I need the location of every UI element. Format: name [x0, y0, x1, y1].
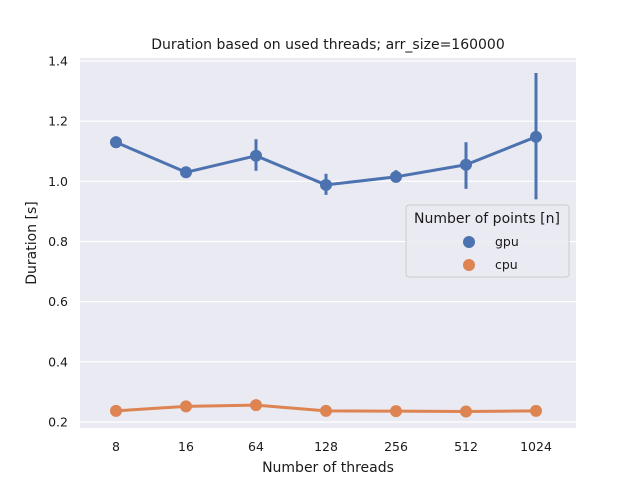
y-tick-label: 1.2 [48, 114, 68, 129]
data-point-cpu [180, 400, 192, 413]
data-point-gpu [390, 170, 402, 183]
x-tick-label: 128 [314, 439, 338, 454]
legend-title: Number of points [n] [414, 211, 560, 227]
data-point-cpu [320, 404, 332, 417]
data-point-cpu [460, 405, 472, 418]
y-tick-label: 1.4 [48, 54, 68, 69]
y-axis-label: Duration [s] [24, 201, 40, 284]
data-point-cpu [110, 404, 122, 417]
series-cpu [110, 399, 542, 418]
series-layer [110, 73, 542, 418]
y-tick-label: 0.2 [48, 414, 68, 429]
y-tick-labels: 0.2 0.4 0.6 0.8 1.0 1.2 1.4 [48, 54, 68, 430]
data-point-cpu [530, 404, 542, 417]
grid-lines [80, 60, 576, 423]
x-tick-label: 1024 [520, 439, 552, 454]
chart-title: Duration based on used threads; arr_size… [151, 37, 505, 53]
legend-marker-gpu [463, 236, 475, 248]
data-point-cpu [250, 399, 262, 412]
x-axis-label: Number of threads [262, 460, 394, 476]
data-point-cpu [390, 405, 402, 418]
x-tick-label: 64 [248, 439, 264, 454]
data-point-gpu [110, 136, 122, 149]
legend: Number of points [n] gpu cpu [405, 204, 570, 278]
y-tick-label: 0.4 [48, 354, 68, 369]
series-gpu [110, 73, 542, 200]
data-point-gpu [180, 166, 192, 179]
x-tick-label: 256 [384, 439, 408, 454]
y-tick-label: 1.0 [48, 174, 68, 189]
legend-box [405, 204, 570, 278]
y-tick-label: 0.8 [48, 234, 68, 249]
x-tick-labels: 8 16 64 128 256 512 1024 [112, 439, 552, 454]
data-point-gpu [320, 178, 332, 191]
legend-label-gpu: gpu [495, 234, 519, 249]
x-tick-label: 16 [178, 439, 194, 454]
legend-marker-cpu [463, 259, 475, 271]
data-point-gpu [250, 149, 262, 162]
data-point-gpu [530, 130, 542, 143]
x-tick-label: 8 [112, 439, 120, 454]
data-point-gpu [460, 158, 472, 171]
x-tick-label: 512 [454, 439, 478, 454]
y-tick-label: 0.6 [48, 294, 68, 309]
legend-label-cpu: cpu [495, 257, 518, 272]
